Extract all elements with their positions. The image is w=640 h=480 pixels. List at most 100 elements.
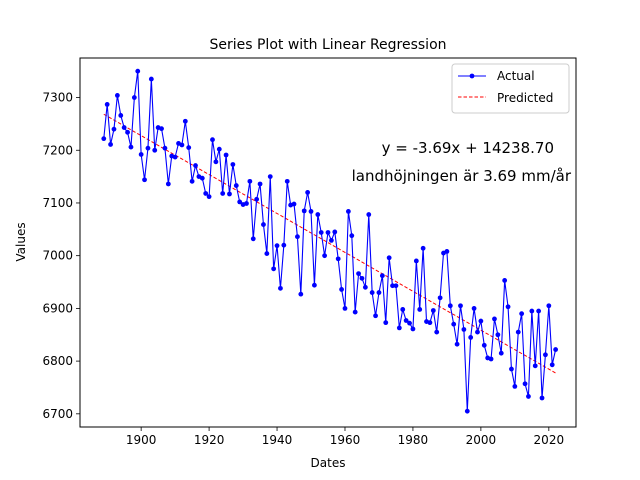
actual-point [471, 305, 477, 311]
actual-point [475, 329, 480, 335]
actual-point [261, 222, 266, 227]
actual-point [349, 233, 355, 239]
y-tick-label: 6800 [42, 354, 73, 368]
actual-point [104, 101, 110, 107]
actual-point [247, 178, 253, 184]
actual-point [373, 313, 378, 319]
equation-annotation: y = -3.69x + 14238.70 [382, 139, 554, 157]
actual-point [420, 245, 426, 251]
actual-point [312, 282, 317, 288]
actual-point [369, 290, 375, 295]
actual-point [216, 146, 222, 152]
legend-actual-label: Actual [497, 69, 535, 83]
actual-point [451, 321, 457, 327]
actual-point [379, 273, 385, 279]
actual-point [532, 363, 538, 369]
actual-point [203, 191, 209, 196]
actual-point [237, 199, 243, 205]
actual-point [339, 287, 344, 292]
actual-point [502, 278, 508, 283]
actual-point [213, 159, 219, 165]
actual-point [536, 308, 542, 314]
actual-point [145, 145, 151, 151]
actual-point [434, 329, 440, 335]
actual-point [458, 303, 463, 309]
actual-point [515, 329, 521, 335]
plot-area [101, 68, 559, 414]
actual-point [179, 142, 185, 148]
x-tick-label: 2000 [466, 433, 497, 447]
actual-point [291, 201, 297, 207]
actual-point [125, 129, 130, 135]
actual-point [284, 178, 290, 184]
landhojning-annotation: landhöjningen är 3.69 mm/år [352, 167, 572, 185]
y-tick-label: 6700 [42, 407, 73, 421]
actual-point [301, 208, 307, 214]
actual-point [322, 253, 328, 259]
actual-point [481, 342, 487, 348]
chart-title: Series Plot with Linear Regression [209, 37, 446, 53]
actual-point [315, 212, 321, 217]
actual-point [128, 144, 134, 150]
y-tick-label: 7100 [42, 196, 73, 210]
actual-point [553, 347, 559, 352]
x-tick-label: 1900 [126, 433, 157, 447]
actual-point [121, 125, 127, 130]
actual-point [430, 308, 436, 313]
actual-point [193, 163, 198, 168]
x-tick-label: 1920 [194, 433, 225, 447]
actual-point [267, 174, 273, 180]
actual-point [138, 152, 144, 157]
actual-point [359, 275, 365, 281]
actual-point [278, 285, 283, 291]
actual-point [227, 191, 232, 197]
actual-point [148, 76, 154, 82]
actual-point [332, 229, 338, 235]
actual-point [498, 350, 504, 356]
y-tick-label: 7300 [42, 91, 73, 105]
actual-point [390, 283, 395, 289]
x-tick-label: 1980 [398, 433, 429, 447]
actual-point [427, 320, 433, 326]
legend: Actual Predicted [451, 63, 570, 114]
actual-point [135, 68, 141, 74]
actual-point [152, 147, 158, 153]
actual-point [325, 230, 331, 235]
actual-point [546, 303, 552, 309]
y-axis: 6700 6800 6900 7000 7100 7200 7300 [42, 91, 80, 421]
actual-point [345, 208, 351, 214]
actual-point [108, 142, 113, 147]
actual-point [250, 236, 256, 242]
actual-point [478, 318, 484, 324]
actual-point [352, 309, 358, 315]
actual-point [492, 316, 497, 322]
y-axis-label: Values [14, 222, 28, 261]
actual-point [254, 196, 260, 202]
x-axis: 1900 1920 1940 1960 1980 2000 2020 [126, 427, 564, 447]
actual-point [264, 251, 270, 256]
actual-point [162, 145, 168, 151]
actual-point [383, 320, 389, 326]
actual-point [386, 255, 392, 261]
x-axis-label: Dates [311, 456, 346, 470]
actual-point [206, 194, 212, 200]
actual-point [356, 271, 361, 277]
actual-point [539, 395, 545, 401]
actual-point [393, 283, 399, 289]
actual-point [447, 303, 453, 309]
actual-point [271, 266, 277, 272]
y-tick-label: 7200 [42, 143, 73, 157]
actual-point [165, 181, 171, 187]
actual-point [257, 181, 263, 187]
actual-point [186, 145, 192, 151]
actual-point [461, 327, 467, 332]
actual-point [376, 290, 382, 295]
actual-point [244, 201, 249, 206]
actual-point [519, 311, 525, 317]
actual-point [509, 366, 514, 372]
actual-point [142, 177, 147, 183]
actual-point [274, 243, 280, 249]
actual-point [172, 154, 178, 160]
predicted-line [103, 113, 556, 374]
